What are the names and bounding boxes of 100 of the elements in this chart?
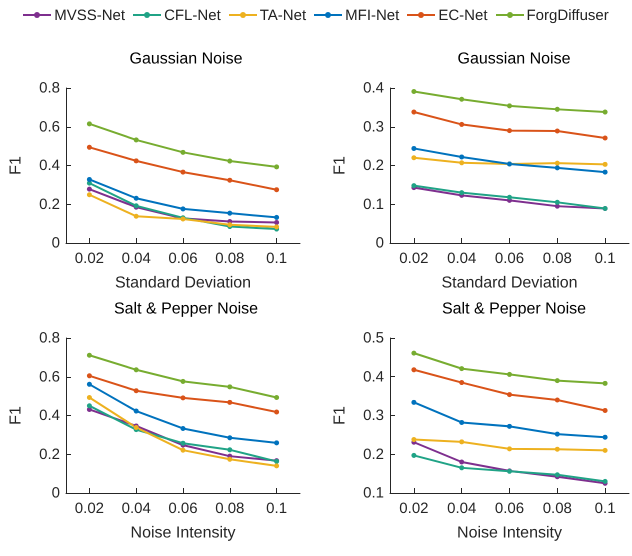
point <box>274 463 280 468</box>
point <box>227 400 232 405</box>
x-tick-label: 0.02 <box>74 250 104 267</box>
point <box>411 400 416 405</box>
legend-label: CFL-Net <box>164 6 221 24</box>
x-tick-label: 0.06 <box>494 500 524 517</box>
legend-label: TA-Net <box>260 6 306 24</box>
point <box>507 424 512 429</box>
point <box>134 196 139 201</box>
point <box>227 384 232 390</box>
point <box>274 164 280 170</box>
x-tick-label: 0.1 <box>594 500 616 517</box>
point <box>554 200 560 205</box>
point <box>554 165 560 170</box>
point <box>411 452 416 458</box>
y-tick-label: 0.2 <box>363 157 384 174</box>
x-tick-label: 0.08 <box>542 500 572 517</box>
point <box>507 103 512 108</box>
point <box>411 155 416 160</box>
y-tick-label: 0.6 <box>39 118 60 136</box>
y-tick-label: 0.4 <box>363 80 384 96</box>
y-tick-label: 0 <box>52 484 60 502</box>
y-tick-label: 0.4 <box>39 407 60 424</box>
y-tick-label: 0.3 <box>363 118 384 136</box>
point <box>134 214 139 219</box>
point <box>602 110 608 115</box>
y-tick-label: 0.2 <box>363 446 384 463</box>
x-axis-title: Standard Deviation <box>114 274 252 292</box>
x-tick-label: 0.06 <box>168 500 198 517</box>
point <box>274 220 280 225</box>
x-tick-label: 0.1 <box>266 250 288 267</box>
x-tick-label: 0.08 <box>215 500 244 517</box>
point <box>180 206 186 212</box>
point <box>459 160 464 166</box>
y-axis-title: F1 <box>332 156 348 175</box>
x-tick-label: 0.06 <box>494 250 524 267</box>
x-tick-label: 0.06 <box>168 250 198 267</box>
point <box>227 178 232 183</box>
point <box>602 380 608 386</box>
point <box>86 382 92 387</box>
point <box>554 128 560 134</box>
x-axis-title: Noise Intensity <box>457 524 562 542</box>
point <box>86 176 92 182</box>
y-tick-label: 0.6 <box>39 368 60 386</box>
point <box>554 432 560 437</box>
y-tick-label: 0.1 <box>363 484 384 502</box>
point <box>507 392 512 398</box>
x-tick-label: 0.04 <box>122 500 151 517</box>
point <box>602 170 608 175</box>
point <box>86 373 92 378</box>
point <box>459 190 464 196</box>
point <box>459 154 464 160</box>
point <box>274 410 280 415</box>
y-tick-label: 0.5 <box>363 330 384 346</box>
point <box>227 158 232 164</box>
point <box>134 158 139 164</box>
point <box>86 144 92 150</box>
y-tick-label: 0.1 <box>363 196 384 213</box>
point <box>459 465 464 470</box>
x-tick-label: 0.1 <box>594 250 616 267</box>
point <box>411 437 416 442</box>
point <box>459 460 464 464</box>
point <box>459 96 464 102</box>
y-axis-title: F1 <box>8 156 24 175</box>
point <box>459 366 464 372</box>
point <box>411 146 416 151</box>
y-tick-label: 0.3 <box>363 407 384 424</box>
y-tick-label: 0 <box>376 234 384 252</box>
x-tick-label: 0.04 <box>447 500 476 517</box>
legend-label: MFI-Net <box>345 6 400 24</box>
point <box>507 194 512 200</box>
point <box>86 352 92 358</box>
point <box>180 395 186 400</box>
point <box>411 110 416 115</box>
point <box>86 186 92 192</box>
x-tick-label: 0.08 <box>542 250 572 267</box>
point <box>134 408 139 414</box>
y-tick-label: 0.4 <box>39 157 60 174</box>
point <box>602 434 608 440</box>
point <box>554 106 560 112</box>
point <box>86 192 92 198</box>
point <box>180 448 186 453</box>
y-axis-title: F1 <box>8 406 24 425</box>
point <box>459 439 464 444</box>
y-tick-label: 0.2 <box>39 196 60 213</box>
x-tick-label: 0.04 <box>447 250 476 267</box>
chart-title: Gaussian Noise <box>130 50 243 68</box>
x-tick-label: 0.1 <box>266 500 288 517</box>
point <box>554 398 560 402</box>
x-tick-label: 0.02 <box>74 500 104 517</box>
point <box>602 448 608 453</box>
point <box>180 150 186 155</box>
point <box>602 408 608 413</box>
y-tick-label: 0.8 <box>39 330 60 346</box>
point <box>507 446 512 452</box>
x-axis-title: Noise Intensity <box>130 524 236 542</box>
point <box>227 447 232 452</box>
x-tick-label: 0.02 <box>399 250 428 267</box>
point <box>86 394 92 400</box>
chart-title: Salt & Pepper Noise <box>114 300 258 318</box>
